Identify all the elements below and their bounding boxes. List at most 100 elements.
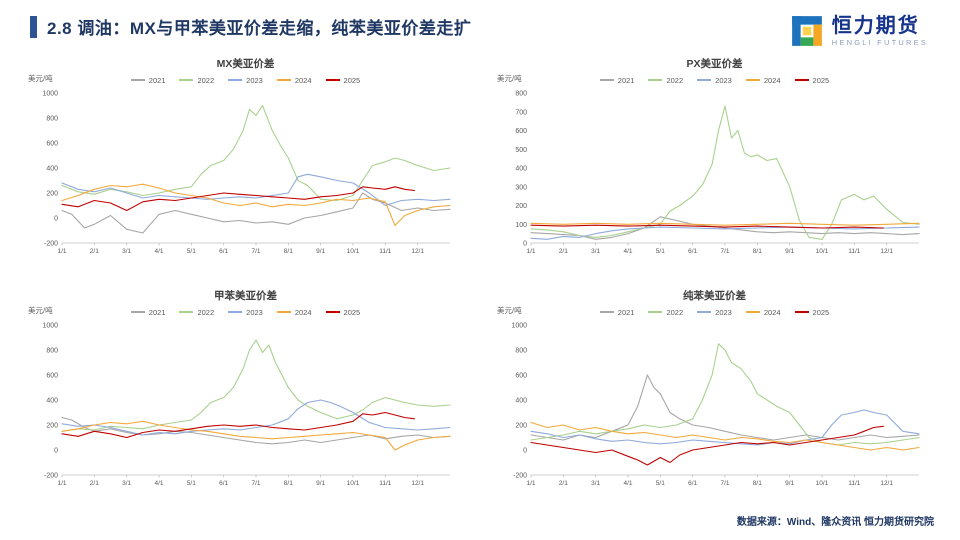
svg-text:3/1: 3/1 [591, 480, 600, 487]
svg-text:400: 400 [515, 398, 527, 405]
svg-text:6/1: 6/1 [688, 248, 697, 255]
chart-meta: 美元/吨 2021 2022 2023 2024 2025 [497, 73, 932, 87]
svg-text:1/1: 1/1 [526, 480, 535, 487]
chart-meta: 美元/吨 2021 2022 2023 2024 2025 [28, 305, 463, 319]
legend-item-2021: 2021 [599, 307, 635, 317]
data-source: 数据来源：Wind、隆众资讯 恒力期货研究院 [736, 517, 934, 528]
legend-label: 2022 [197, 307, 215, 317]
legend-label: 2022 [197, 75, 215, 85]
svg-text:12/1: 12/1 [880, 480, 893, 487]
legend-swatch [276, 311, 291, 313]
svg-text:12/1: 12/1 [411, 480, 424, 487]
legend-label: 2021 [617, 307, 635, 317]
chart-meta: 美元/吨 2021 2022 2023 2024 2025 [497, 305, 932, 319]
legend-swatch [130, 79, 145, 81]
legend-item-2025: 2025 [325, 308, 360, 317]
legend-label: 2023 [715, 307, 732, 317]
legend-item-2024: 2024 [276, 75, 312, 85]
footer: 数据来源：Wind、隆众资讯 恒力期货研究院 [0, 510, 960, 540]
legend-item-2021: 2021 [130, 76, 165, 85]
legend-item-2025: 2025 [794, 308, 829, 317]
legend-swatch [794, 79, 809, 81]
y-axis-unit: 美元/吨 [497, 74, 522, 83]
chart-legend: 2021 2022 2023 2024 2025 [28, 76, 463, 85]
legend-item-2025: 2025 [794, 76, 829, 85]
y-axis-unit: 美元/吨 [28, 74, 53, 83]
legend-item-2022: 2022 [648, 76, 683, 85]
legend-item-2023: 2023 [228, 76, 263, 85]
svg-text:5/1: 5/1 [187, 248, 196, 255]
legend-swatch [130, 311, 145, 313]
svg-text:800: 800 [515, 91, 527, 98]
legend-label: 2024 [763, 75, 781, 85]
svg-text:9/1: 9/1 [785, 480, 794, 487]
svg-text:0: 0 [523, 448, 527, 455]
y-axis-unit: 美元/吨 [28, 306, 53, 315]
svg-text:300: 300 [515, 184, 527, 191]
title-wrap: 2.8 调油：MX与甲苯美亚价差走缩，纯苯美亚价差走扩 [30, 14, 471, 39]
svg-text:12/1: 12/1 [411, 248, 424, 255]
svg-text:9/1: 9/1 [316, 480, 325, 487]
svg-text:11/1: 11/1 [379, 248, 392, 255]
legend-swatch [228, 311, 243, 313]
svg-text:4/1: 4/1 [623, 248, 632, 255]
legend-label: 2022 [666, 75, 684, 85]
svg-text:200: 200 [515, 423, 527, 430]
chart-legend: 2021 2022 2023 2024 2025 [497, 76, 932, 85]
legend-swatch [599, 311, 614, 313]
logo-name: 恒力期货 [831, 14, 920, 37]
legend-label: 2024 [763, 307, 781, 317]
svg-text:8/1: 8/1 [753, 480, 762, 487]
svg-text:2/1: 2/1 [559, 480, 568, 487]
chart-legend: 2021 2022 2023 2024 2025 [28, 308, 463, 317]
legend-swatch [325, 311, 340, 313]
legend-swatch [599, 79, 614, 81]
legend-swatch [179, 311, 194, 313]
line-chart: 0 100 200 300 400 500 600 700 800 1/1 2/1 3/1 4/1 5/1… [515, 91, 920, 255]
svg-text:10/1: 10/1 [816, 248, 829, 255]
chart-title: 甲苯美亚价差 [214, 290, 277, 302]
svg-text:4/1: 4/1 [154, 480, 163, 487]
svg-text:10/1: 10/1 [347, 480, 360, 487]
svg-text:3/1: 3/1 [591, 248, 600, 255]
svg-text:3/1: 3/1 [122, 480, 131, 487]
legend-item-2024: 2024 [745, 307, 781, 317]
svg-text:400: 400 [46, 166, 58, 173]
legend-label: 2021 [148, 307, 166, 317]
svg-text:600: 600 [515, 128, 527, 135]
line-chart: -200 0 200 400 600 800 1000 1/1 2/1 3/1 4/1 5/1 6/1 7… [511, 323, 920, 487]
legend-item-2023: 2023 [228, 308, 263, 317]
svg-text:0: 0 [523, 241, 527, 248]
legend-label: 2023 [246, 307, 263, 317]
legend-label: 2024 [294, 75, 312, 85]
page-title: 2.8 调油：MX与甲苯美亚价差走缩，纯苯美亚价差走扩 [47, 19, 472, 38]
legend-item-2022: 2022 [179, 308, 214, 317]
svg-text:500: 500 [515, 147, 527, 154]
svg-text:2/1: 2/1 [559, 248, 568, 255]
legend-swatch [697, 311, 712, 313]
chart-title: PX美亚价差 [686, 58, 743, 70]
svg-text:200: 200 [515, 203, 527, 210]
legend-item-2021: 2021 [130, 307, 166, 317]
legend-swatch [228, 79, 243, 81]
svg-text:800: 800 [46, 116, 58, 123]
chart-px-spread: PX美亚价差 美元/吨 2021 2022 2023 2024 2025 0 100 200… [497, 56, 932, 278]
y-axis-unit: 美元/吨 [497, 306, 522, 315]
svg-text:5/1: 5/1 [656, 248, 665, 255]
company-logo-icon [791, 16, 822, 46]
svg-text:6/1: 6/1 [688, 480, 697, 487]
svg-text:400: 400 [46, 398, 58, 405]
legend-swatch [745, 79, 760, 81]
svg-text:5/1: 5/1 [187, 480, 196, 487]
svg-text:800: 800 [46, 348, 58, 355]
legend-label: 2023 [715, 75, 732, 85]
chart-title: MX美亚价差 [216, 58, 275, 70]
svg-text:1000: 1000 [42, 91, 58, 98]
svg-text:10/1: 10/1 [347, 248, 360, 255]
svg-text:1/1: 1/1 [57, 248, 66, 255]
svg-text:-200: -200 [44, 241, 58, 248]
legend-swatch [648, 311, 663, 313]
chart-legend: 2021 2022 2023 2024 2025 [497, 308, 932, 317]
svg-text:11/1: 11/1 [848, 248, 861, 255]
title-accent-bar [30, 15, 37, 38]
